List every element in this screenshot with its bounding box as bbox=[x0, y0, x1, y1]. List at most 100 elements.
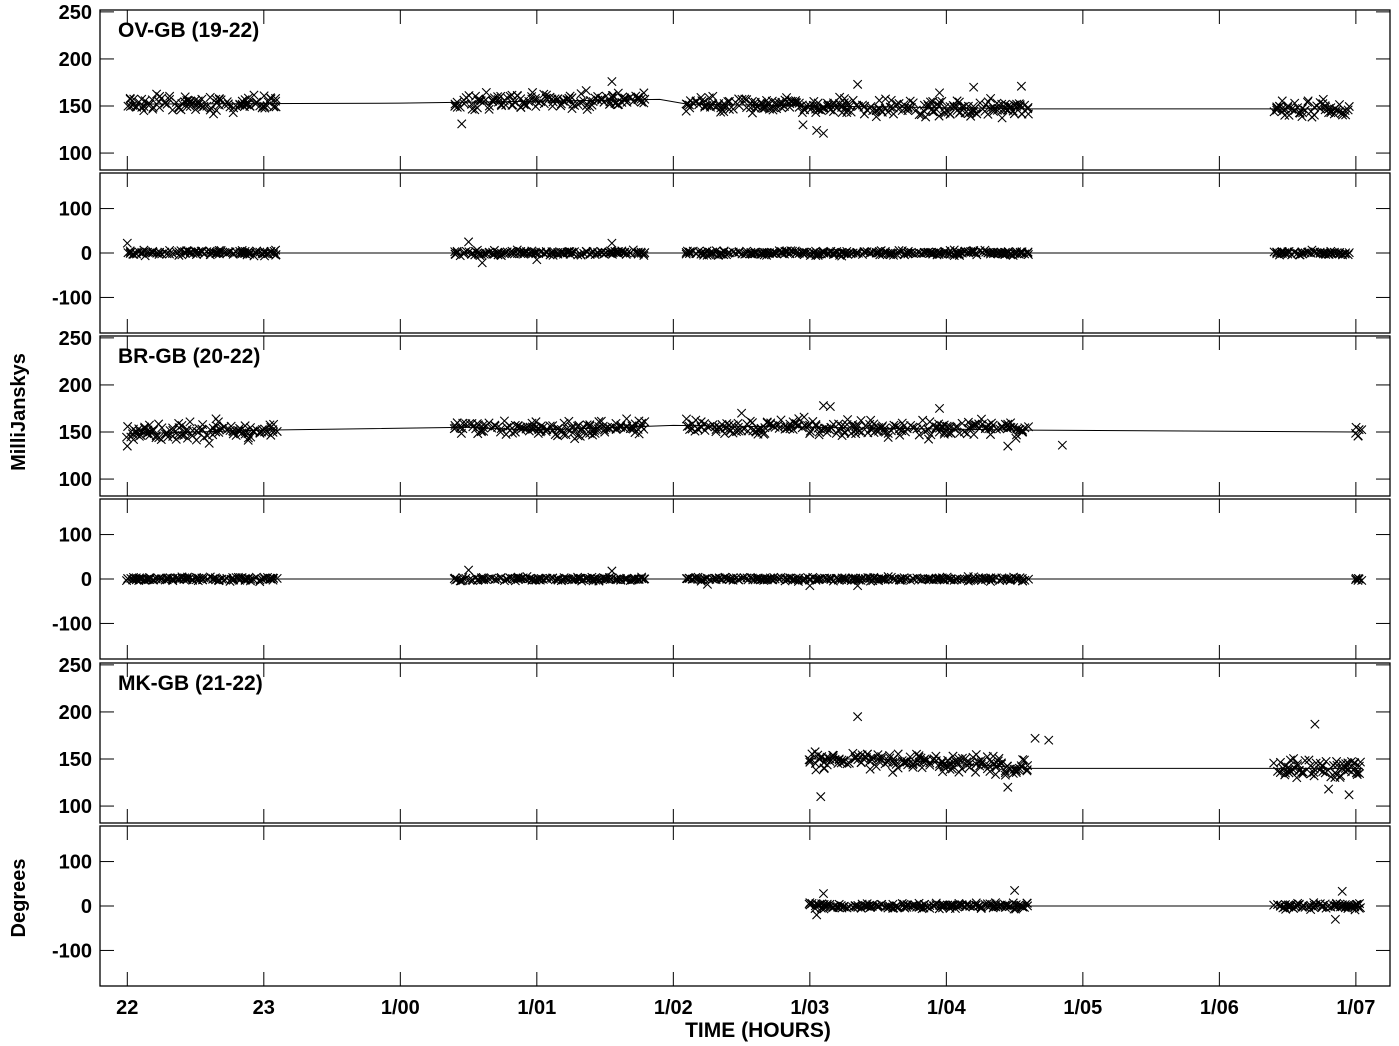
amplitude-point bbox=[853, 750, 863, 761]
amplitude-point bbox=[985, 766, 995, 776]
phase-point bbox=[531, 249, 541, 259]
amplitude-point bbox=[603, 422, 613, 432]
y-tick-label: 200 bbox=[59, 702, 92, 724]
phase-point bbox=[245, 576, 256, 586]
x-tick-label: 1/02 bbox=[654, 997, 693, 1019]
y-tick-label: 100 bbox=[59, 199, 92, 221]
phase-point bbox=[477, 258, 487, 268]
amplitude-point bbox=[921, 112, 931, 122]
phase-point bbox=[1290, 247, 1300, 257]
amplitude-point bbox=[550, 94, 560, 104]
phase-point bbox=[252, 246, 262, 256]
amplitude-point bbox=[1030, 733, 1040, 743]
amplitude-point bbox=[905, 96, 915, 106]
amplitude-point bbox=[1287, 104, 1297, 114]
amplitude-point bbox=[918, 415, 928, 425]
amplitude-point bbox=[1011, 764, 1021, 774]
x-tick-label: 23 bbox=[253, 997, 275, 1019]
amplitude-point bbox=[452, 97, 462, 107]
amplitude-point bbox=[991, 424, 1002, 434]
amplitude-point bbox=[1000, 99, 1011, 109]
amplitude-point bbox=[1288, 753, 1299, 764]
amplitude-point bbox=[628, 96, 638, 107]
amplitude-point bbox=[567, 423, 578, 433]
phase-point bbox=[268, 573, 278, 583]
y-tick-label: -100 bbox=[52, 940, 92, 962]
amplitude-point bbox=[1280, 110, 1290, 120]
baseline-label: OV-GB (19-22) bbox=[118, 19, 259, 42]
phase-point bbox=[1000, 247, 1011, 257]
amplitude-point bbox=[946, 429, 956, 439]
amplitude-point bbox=[461, 92, 471, 103]
phase-point bbox=[576, 250, 586, 260]
amplitude-point bbox=[790, 97, 800, 108]
amplitude-point bbox=[1311, 758, 1321, 768]
amplitude-point bbox=[920, 754, 930, 764]
amplitude-point bbox=[259, 91, 269, 101]
amplitude-point bbox=[702, 421, 712, 432]
amplitude-point bbox=[1009, 109, 1019, 119]
amplitude-point bbox=[966, 111, 976, 121]
phase-point bbox=[1022, 901, 1033, 911]
amplitude-point bbox=[171, 97, 181, 108]
amplitude-point bbox=[939, 762, 949, 772]
amplitude-point bbox=[1020, 423, 1030, 433]
amplitude-point bbox=[455, 423, 465, 433]
amplitude-point bbox=[850, 425, 861, 436]
amplitude-point bbox=[777, 103, 787, 113]
phase-point bbox=[836, 900, 846, 911]
amplitude-point bbox=[1290, 98, 1300, 108]
phase-point bbox=[637, 574, 647, 584]
amplitude-point bbox=[934, 100, 944, 111]
amplitude-point bbox=[840, 427, 850, 437]
amplitude-point bbox=[211, 414, 221, 424]
phase-point bbox=[214, 245, 224, 256]
y-tick-label: 150 bbox=[59, 749, 92, 771]
phase-point bbox=[812, 910, 822, 920]
amplitude-point bbox=[1023, 422, 1034, 432]
phase-point bbox=[1332, 248, 1342, 258]
amplitude-point bbox=[1341, 759, 1351, 769]
amplitude-point bbox=[479, 426, 489, 436]
y-tick-label: -100 bbox=[52, 613, 92, 635]
amplitude-point bbox=[484, 418, 494, 428]
phase-point bbox=[862, 901, 873, 911]
amplitude-point bbox=[812, 125, 822, 136]
phase-point bbox=[837, 573, 847, 583]
amplitude-point bbox=[125, 93, 135, 103]
phase-point bbox=[1353, 575, 1363, 585]
amplitude-point bbox=[798, 120, 808, 130]
amplitude-point bbox=[259, 427, 270, 437]
phase-point bbox=[1357, 575, 1367, 586]
phase-point bbox=[481, 574, 491, 585]
phase-axis-label: Degrees bbox=[8, 859, 30, 938]
phase-point bbox=[1023, 574, 1034, 584]
phase-point bbox=[970, 900, 981, 911]
phase-point bbox=[1009, 904, 1019, 914]
x-tick-label: 1/06 bbox=[1200, 997, 1239, 1019]
axis-labels: 100 150 200 250 -100 0 100 100 150 200 250 -100 0 100… bbox=[52, 2, 1375, 1019]
y-tick-label: 200 bbox=[59, 375, 92, 397]
amplitude-point bbox=[996, 758, 1006, 768]
amplitude-point bbox=[248, 426, 258, 436]
phase-point bbox=[810, 901, 821, 911]
amplitude-point bbox=[934, 403, 945, 414]
phase-point bbox=[464, 574, 475, 585]
amplitude-point bbox=[214, 425, 224, 435]
amplitude-point bbox=[984, 424, 994, 434]
amplitude-point bbox=[1017, 762, 1027, 772]
amplitude-point bbox=[880, 94, 891, 104]
amplitude-point bbox=[1016, 81, 1027, 91]
amplitude-point bbox=[831, 100, 841, 110]
phase-point bbox=[1002, 900, 1013, 910]
amplitude-point bbox=[886, 95, 896, 105]
phase-point bbox=[513, 574, 523, 585]
phase-point bbox=[154, 249, 164, 259]
amplitude-point bbox=[622, 414, 632, 424]
amplitude-point bbox=[167, 105, 178, 115]
amplitude-point bbox=[1332, 760, 1342, 770]
amplitude-point bbox=[728, 104, 738, 114]
amplitude-point bbox=[1309, 102, 1319, 112]
amplitude-point bbox=[805, 428, 815, 439]
